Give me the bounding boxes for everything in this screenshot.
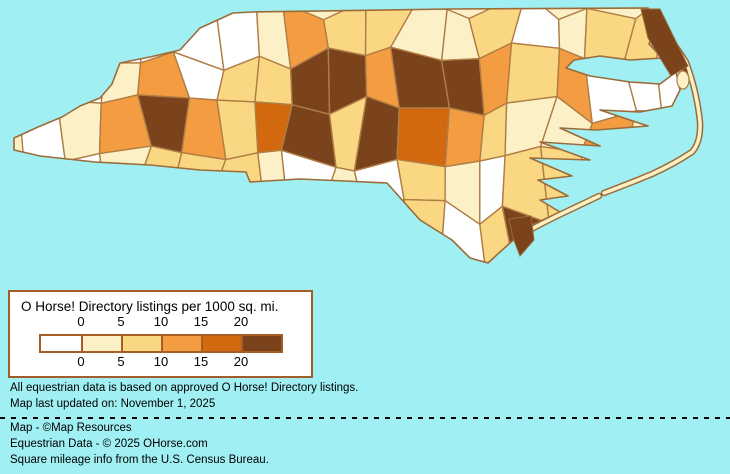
roanoke-island <box>676 70 690 90</box>
county-cell <box>396 158 446 202</box>
county-cell <box>58 198 107 260</box>
county-cell <box>624 110 663 159</box>
county-cell <box>98 145 153 208</box>
equestrian-data-credit: Equestrian Data - © 2025 OHorse.com <box>10 438 208 450</box>
last-updated-note: Map last updated on: November 1, 2025 <box>10 398 216 410</box>
legend-ticks-top: 0 5 10 15 20 <box>61 314 261 329</box>
county-cell <box>93 8 144 64</box>
tick-label: 15 <box>193 354 209 369</box>
county-cell <box>661 216 680 263</box>
tick-label: 5 <box>117 354 125 369</box>
legend-swatch <box>81 336 121 351</box>
county-cell <box>444 107 485 168</box>
tick-label: 15 <box>193 314 209 329</box>
county-cell <box>56 99 102 163</box>
county-cell <box>510 8 561 50</box>
map-credit: Map - ©Map Resources <box>10 422 132 434</box>
dashed-divider <box>0 417 730 419</box>
county-cell <box>256 209 302 258</box>
tick-label: 20 <box>233 354 249 369</box>
new-hanover-area <box>508 215 535 257</box>
tick-label: 10 <box>153 314 169 329</box>
legend-swatch <box>241 336 281 351</box>
county-cell <box>94 198 150 259</box>
legend-title: O Horse! Directory listings per 1000 sq.… <box>21 299 279 314</box>
legend: O Horse! Directory listings per 1000 sq.… <box>8 290 313 378</box>
county-cell <box>618 150 663 229</box>
county-cell <box>22 160 76 216</box>
county-cell <box>288 218 333 258</box>
currituck-area <box>640 8 689 77</box>
state-outline <box>13 7 681 264</box>
tick-label: 10 <box>153 354 169 369</box>
county-cell <box>584 220 628 263</box>
county-cell <box>17 8 79 64</box>
county-cell <box>72 8 107 64</box>
tick-label: 5 <box>117 314 125 329</box>
county-cell <box>618 223 663 262</box>
data-source-note: All equestrian data is based on approved… <box>10 382 359 394</box>
county-cell <box>505 42 561 104</box>
county-cell <box>396 107 451 168</box>
tick-label: 0 <box>77 354 85 369</box>
county-cell <box>364 198 412 263</box>
county-cell <box>315 215 378 263</box>
census-credit: Square mileage info from the U.S. Census… <box>10 454 269 466</box>
legend-swatch <box>161 336 201 351</box>
county-cell <box>17 97 66 171</box>
legend-swatch <box>201 336 241 351</box>
county-cell <box>546 220 594 263</box>
legend-swatch <box>121 336 161 351</box>
county-cell <box>17 46 74 101</box>
county-cell <box>322 8 367 57</box>
county-cell <box>168 199 212 263</box>
legend-swatch <box>41 336 81 351</box>
tick-label: 0 <box>77 314 85 329</box>
legend-color-scale <box>39 334 283 353</box>
tick-label: 20 <box>233 314 249 329</box>
county-cell <box>129 202 173 262</box>
county-cell <box>18 208 76 260</box>
county-cell <box>56 46 107 104</box>
legend-ticks-bottom: 0 5 10 15 20 <box>61 354 261 369</box>
county-cell <box>207 199 266 263</box>
